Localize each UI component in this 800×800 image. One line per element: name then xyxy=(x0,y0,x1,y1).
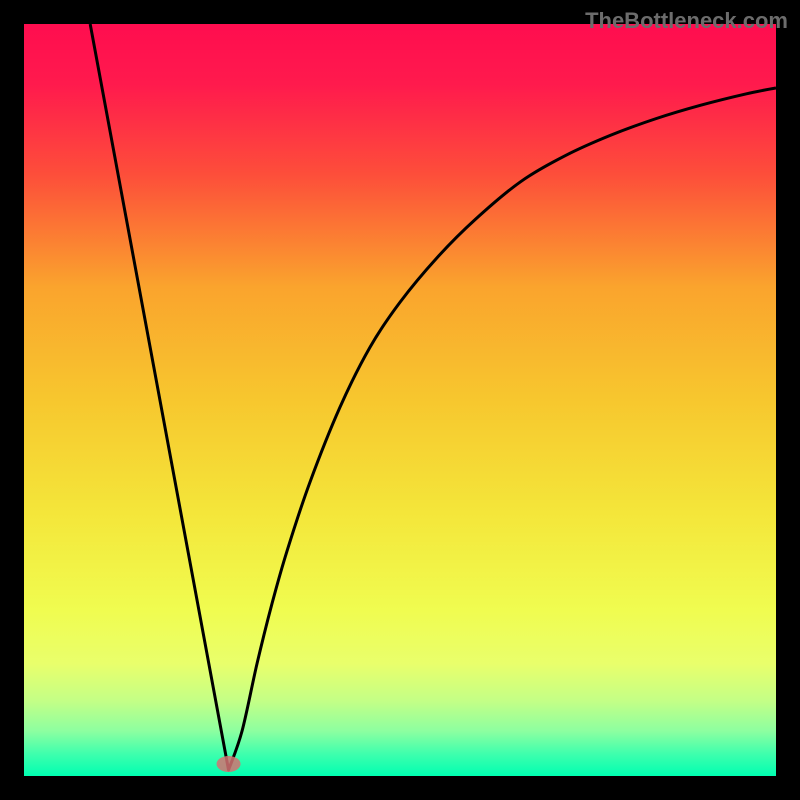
gradient-background xyxy=(24,24,776,776)
optimal-marker xyxy=(217,756,241,772)
bottleneck-chart: TheBottleneck.com xyxy=(0,0,800,800)
chart-svg xyxy=(0,0,800,800)
watermark-text: TheBottleneck.com xyxy=(585,8,788,34)
